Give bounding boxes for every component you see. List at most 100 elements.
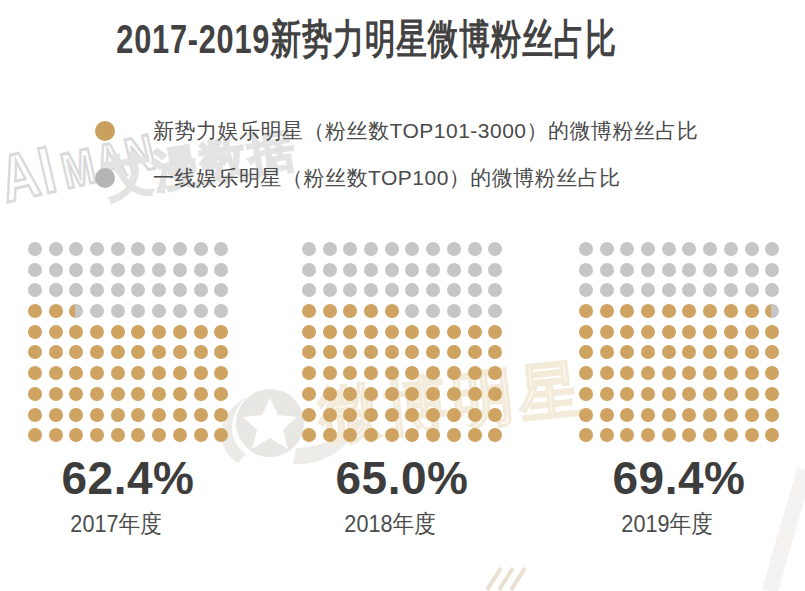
waffle-dot [194,387,208,401]
gray-dot-icon [95,168,115,188]
waffle-dot [90,408,104,422]
waffle-dot [426,283,440,297]
waffle-dot [765,263,779,277]
waffle-dot [745,263,759,277]
waffle-dot [468,242,482,256]
waffle-dot [323,408,337,422]
waffle-dot [323,387,337,401]
waffle-dot [131,428,145,442]
waffle-dot [641,325,655,339]
waffle-dot [682,345,696,359]
waffle-dot [343,304,357,318]
waffle-dot [426,345,440,359]
waffle-dot [302,263,316,277]
waffle-dot [90,387,104,401]
waffle-dot [579,408,593,422]
waffle-dot [620,428,634,442]
waffle-dot [620,283,634,297]
waffle-dot [49,283,63,297]
waffle-dot [745,408,759,422]
waffle-dot [600,345,614,359]
waffle-dot [343,263,357,277]
waffle-dot [173,387,187,401]
waffle-dot [703,366,717,380]
waffle-dot [385,263,399,277]
waffle-dot [152,408,166,422]
waffle-dot [765,242,779,256]
waffle-dot [194,366,208,380]
waffle-dot [69,428,83,442]
waffle-dot [343,366,357,380]
waffle-dot [131,345,145,359]
waffle-dot [214,263,228,277]
waffle-dot [69,387,83,401]
waffle-dot [364,387,378,401]
waffle-dot [405,304,419,318]
waffle-dot [364,304,378,318]
waffle-dot [194,242,208,256]
waffle-dot [620,345,634,359]
waffle-dot [131,366,145,380]
waffle-dot [745,428,759,442]
waffle-dot [662,366,676,380]
waffle-dot [302,366,316,380]
waffle-dot [194,408,208,422]
waffle-dot [385,304,399,318]
waffle-dot [447,325,461,339]
waffle-dot [620,242,634,256]
waffle-dot [152,428,166,442]
waffle-dot [703,304,717,318]
percent-label-2018: 65.0% [302,457,502,499]
waffle-dot [214,304,228,318]
waffle-dot [447,263,461,277]
waffle-dot [28,345,42,359]
waffle-dot [405,428,419,442]
waffle-dot [488,345,502,359]
waffle-dot [364,366,378,380]
legend: 新势力娱乐明星（粉丝数TOP101-3000）的微博粉丝占比 一线娱乐明星（粉丝… [95,118,699,212]
waffle-dot [323,366,337,380]
waffle-dot [745,304,759,318]
waffle-dot [447,283,461,297]
waffle-dot [600,366,614,380]
waffle-dot [620,408,634,422]
waffle-dot [579,325,593,339]
waffle-dot [620,387,634,401]
waffle-dot [447,345,461,359]
waffle-dot [405,345,419,359]
waffle-dot [468,408,482,422]
year-label-2019: 2019年度 [577,511,757,537]
waffle-dot [765,345,779,359]
waffle-dot [90,304,104,318]
waffle-dot [426,366,440,380]
waffle-dot [468,263,482,277]
waffle-dot [765,304,779,318]
legend-label-new-force: 新势力娱乐明星（粉丝数TOP101-3000）的微博粉丝占比 [153,117,699,145]
waffle-dot [302,283,316,297]
waffle-dot [662,408,676,422]
waffle-dot [405,325,419,339]
waffle-dot [600,283,614,297]
waffle-dot [405,263,419,277]
waffle-dot [579,387,593,401]
waffle-dot [343,242,357,256]
waffle-dot [468,428,482,442]
waffle-dot [364,283,378,297]
waffle-dot [302,242,316,256]
waffle-dot [682,242,696,256]
waffle-dot [69,304,83,318]
waffle-dot [173,242,187,256]
waffle-dot [323,325,337,339]
waffle-dot [405,408,419,422]
waffle-dot [28,304,42,318]
waffle-dot [641,283,655,297]
waffle-dot [745,366,759,380]
waffle-dot [152,283,166,297]
waffle-dot [173,366,187,380]
waffle-dot [745,345,759,359]
waffle-dot [173,428,187,442]
waffle-chart-2017: 62.4% 2017年度 [28,242,228,537]
waffle-dot [152,366,166,380]
waffle-dot [152,304,166,318]
waffle-dot [90,428,104,442]
